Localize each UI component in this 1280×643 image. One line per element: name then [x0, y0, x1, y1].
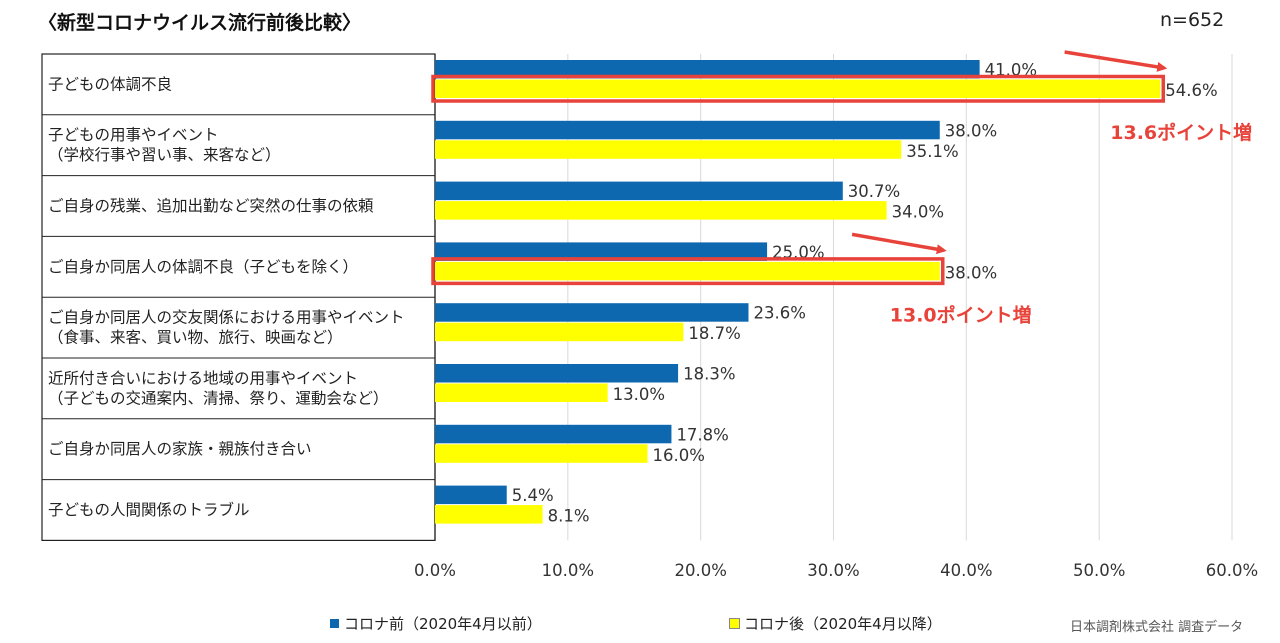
legend-label-after: コロナ後（2020年4月以降） — [744, 615, 942, 633]
value-label-before: 30.7% — [848, 182, 900, 201]
bar-before — [435, 303, 749, 322]
legend-label-before: コロナ前（2020年4月以前） — [344, 615, 542, 633]
x-tick-label: 50.0% — [1073, 561, 1125, 580]
bar-before — [435, 242, 768, 261]
value-label-before: 38.0% — [945, 121, 997, 140]
value-label-before: 17.8% — [676, 425, 728, 444]
value-label-after: 16.0% — [653, 446, 705, 465]
value-label-after: 35.1% — [906, 142, 958, 161]
category-label: （学校行事や習い事、来客など） — [48, 146, 281, 164]
bar-before — [435, 364, 679, 383]
bar-after — [435, 79, 1161, 98]
x-tick-label: 60.0% — [1206, 561, 1258, 580]
bar-after — [435, 322, 684, 342]
sample-size: n=652 — [1160, 9, 1225, 31]
value-label-after: 18.7% — [688, 324, 740, 343]
value-label-after: 38.0% — [945, 263, 997, 282]
bar-after — [435, 140, 902, 159]
legend: コロナ前（2020年4月以前） コロナ後（2020年4月以降） — [0, 613, 1280, 637]
source-note: 日本調剤株式会社 調査データ — [1070, 620, 1244, 635]
bar-before — [435, 485, 507, 505]
legend-swatch-after — [729, 618, 740, 629]
category-label: 子どもの体調不良 — [48, 75, 172, 93]
increase-annotation: 13.6ポイント増 — [1110, 121, 1252, 144]
highlight-box — [431, 74, 1166, 103]
category-label: ご自身の残業、追加出勤など突然の仕事の依頼 — [48, 197, 374, 215]
legend-item-before: コロナ前（2020年4月以前） — [330, 613, 542, 634]
highlight-box — [431, 257, 945, 286]
category-label: （食事、来客、買い物、旅行、映画など） — [48, 329, 343, 347]
x-tick-label: 20.0% — [674, 561, 726, 580]
bar-before — [435, 60, 980, 79]
bar-after — [435, 444, 648, 463]
category-label: ご自身か同居人の体調不良（子どもを除く） — [48, 258, 358, 276]
x-tick-label: 0.0% — [414, 561, 456, 580]
category-label: 子どもの用事やイベント — [48, 126, 219, 144]
category-label: 子どもの人間関係のトラブル — [48, 500, 250, 519]
increase-arrow — [1064, 50, 1168, 72]
bar-after — [435, 505, 543, 524]
value-label-after: 34.0% — [892, 203, 944, 222]
chart-title: 〈新型コロナウイルス流行前後比較〉 — [38, 12, 362, 34]
x-tick-label: 10.0% — [542, 561, 594, 580]
increase-annotation: 13.0ポイント増 — [890, 303, 1032, 326]
bar-before — [435, 424, 672, 444]
value-label-after: 54.6% — [1165, 81, 1217, 100]
bar-after — [435, 261, 940, 281]
category-label: （子どもの交通案内、清掃、祭り、運動会など） — [48, 389, 388, 407]
category-label: ご自身か同居人の家族・親族付き合い — [48, 440, 312, 458]
legend-item-after: コロナ後（2020年4月以降） — [729, 613, 942, 634]
increase-arrow — [851, 232, 947, 255]
bar-before — [435, 181, 843, 201]
value-label-after: 13.0% — [613, 385, 665, 404]
value-label-before: 5.4% — [512, 486, 554, 505]
category-label: ご自身か同居人の交友関係における用事やイベント — [48, 309, 405, 327]
value-label-before: 23.6% — [753, 304, 805, 323]
category-label: 近所付き合いにおける地域の用事やイベント — [48, 369, 358, 387]
value-label-before: 18.3% — [683, 365, 735, 384]
x-tick-label: 30.0% — [807, 561, 859, 580]
bar-before — [435, 120, 940, 140]
legend-swatch-before — [330, 619, 339, 628]
bar-after — [435, 383, 608, 402]
bar-after — [435, 201, 887, 220]
x-tick-label: 40.0% — [940, 561, 992, 580]
value-label-after: 8.1% — [548, 507, 590, 526]
